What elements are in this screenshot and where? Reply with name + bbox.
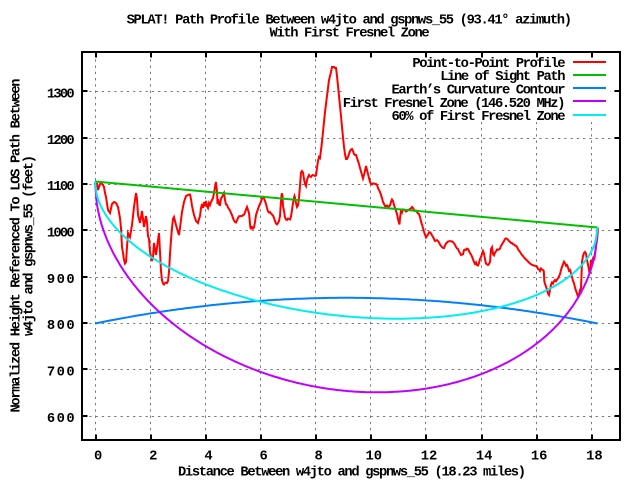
svg-text:First Fresnel Zone (146.520 MH: First Fresnel Zone (146.520 MHz) xyxy=(343,96,566,112)
svg-text:Point-to-Point Profile: Point-to-Point Profile xyxy=(412,56,565,72)
svg-text:8: 8 xyxy=(315,449,323,464)
svg-text:1100: 1100 xyxy=(47,180,75,195)
svg-text:1000: 1000 xyxy=(47,227,75,242)
svg-text:800: 800 xyxy=(47,319,75,334)
svg-text:With First Fresnel Zone: With First Fresnel Zone xyxy=(270,25,430,41)
svg-text:0: 0 xyxy=(94,449,102,464)
svg-text:600: 600 xyxy=(47,412,75,427)
svg-text:SPLAT! Path Profile Between w4: SPLAT! Path Profile Between w4jto and gs… xyxy=(127,12,572,28)
svg-text:Earth’s Curvature Contour: Earth’s Curvature Contour xyxy=(392,83,566,99)
svg-text:4: 4 xyxy=(204,449,212,464)
svg-text:w4jto and gspnws_55 (feet): w4jto and gspnws_55 (feet) xyxy=(22,155,38,336)
svg-text:14: 14 xyxy=(476,449,493,464)
svg-text:700: 700 xyxy=(47,366,75,381)
svg-text:1200: 1200 xyxy=(47,134,75,149)
svg-text:1300: 1300 xyxy=(47,87,75,102)
svg-text:12: 12 xyxy=(421,449,438,464)
svg-text:18: 18 xyxy=(586,449,603,464)
svg-text:Normalized Height Referenced T: Normalized Height Referenced To LOS Path… xyxy=(8,78,24,412)
svg-text:60% of First Fresnel Zone: 60% of First Fresnel Zone xyxy=(392,109,566,125)
svg-text:2: 2 xyxy=(149,449,157,464)
svg-text:16: 16 xyxy=(531,449,548,464)
svg-text:900: 900 xyxy=(47,273,75,288)
svg-text:10: 10 xyxy=(366,449,383,464)
svg-text:Line of Sight Path: Line of Sight Path xyxy=(440,69,565,85)
svg-text:6: 6 xyxy=(259,449,267,464)
svg-text:Distance Between w4jto and gsp: Distance Between w4jto and gspnws_55 (18… xyxy=(178,465,526,480)
